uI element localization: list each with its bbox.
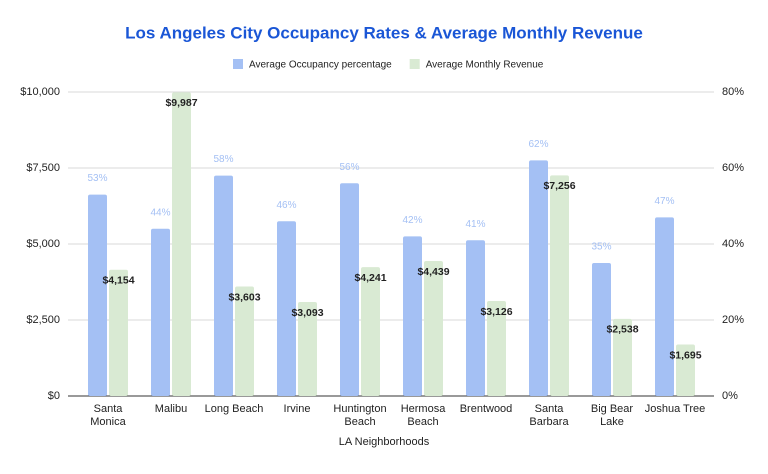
data-label: 46% xyxy=(276,200,296,211)
x-tick-label: Santa Barbara xyxy=(529,403,569,428)
x-tick-label: Long Beach xyxy=(204,403,264,415)
y2-tick-label: 0% xyxy=(722,390,738,402)
data-label: 41% xyxy=(465,219,485,230)
y-tick-label: $2,500 xyxy=(26,314,60,326)
legend-swatch xyxy=(233,59,243,69)
bar xyxy=(88,194,107,396)
data-label: $7,256 xyxy=(543,180,575,192)
bar xyxy=(109,269,128,396)
bar xyxy=(361,267,380,396)
bar xyxy=(487,300,506,396)
x-tick-label: Huntington Beach xyxy=(333,403,387,428)
bar xyxy=(676,344,695,396)
legend-swatch xyxy=(409,59,420,69)
bar xyxy=(424,261,443,396)
data-label: 62% xyxy=(528,139,548,150)
data-label: $3,126 xyxy=(480,306,512,318)
x-tick-label: Brentwood xyxy=(459,403,513,415)
bar xyxy=(214,175,233,396)
bar xyxy=(529,160,548,396)
data-label: 56% xyxy=(339,162,359,173)
data-label: 53% xyxy=(87,173,107,184)
bar xyxy=(403,236,422,396)
x-tick-label: Big Bear Lake xyxy=(590,403,634,428)
x-tick-label: Hermosa Beach xyxy=(400,403,446,428)
x-tick-label: Santa Monica xyxy=(90,403,126,428)
y-tick-label: $5,000 xyxy=(26,238,60,250)
data-label: 42% xyxy=(402,215,422,226)
data-label: $1,695 xyxy=(669,349,701,361)
data-label: 58% xyxy=(213,154,233,165)
data-label: $4,439 xyxy=(417,266,449,278)
data-label: $3,093 xyxy=(291,307,323,319)
data-label: $9,987 xyxy=(165,97,197,109)
y2-tick-label: 20% xyxy=(722,314,744,326)
data-label: $3,603 xyxy=(228,291,260,303)
x-tick-label: Malibu xyxy=(154,403,188,415)
y2-tick-label: 80% xyxy=(722,86,744,98)
bar xyxy=(298,301,317,396)
bar xyxy=(151,228,170,396)
bar xyxy=(550,175,569,396)
x-axis-title: LA Neighborhoods xyxy=(339,436,430,448)
bar xyxy=(466,240,485,396)
data-label: 44% xyxy=(150,207,170,218)
data-label: $4,154 xyxy=(102,274,134,286)
bar xyxy=(172,92,191,396)
y-tick-label: $0 xyxy=(48,390,60,402)
chart-title: Los Angeles City Occupancy Rates & Avera… xyxy=(125,23,643,42)
bar xyxy=(340,183,359,396)
bar xyxy=(277,221,296,396)
y-tick-label: $10,000 xyxy=(20,86,60,98)
x-tick-label: Irvine xyxy=(283,403,311,415)
y-tick-label: $7,500 xyxy=(26,162,60,174)
y2-tick-label: 40% xyxy=(722,238,744,250)
x-tick-label: Joshua Tree xyxy=(644,403,706,415)
bar xyxy=(613,318,632,396)
data-label: $4,241 xyxy=(354,272,386,284)
bar xyxy=(235,286,254,396)
data-label: 47% xyxy=(654,196,674,207)
legend-label: Average Occupancy percentage xyxy=(249,60,392,71)
y2-tick-label: 60% xyxy=(722,162,744,174)
data-label: 35% xyxy=(591,242,611,253)
legend-label: Average Monthly Revenue xyxy=(426,60,544,71)
data-label: $2,538 xyxy=(606,324,638,336)
bar xyxy=(592,263,611,396)
bar xyxy=(655,217,674,396)
